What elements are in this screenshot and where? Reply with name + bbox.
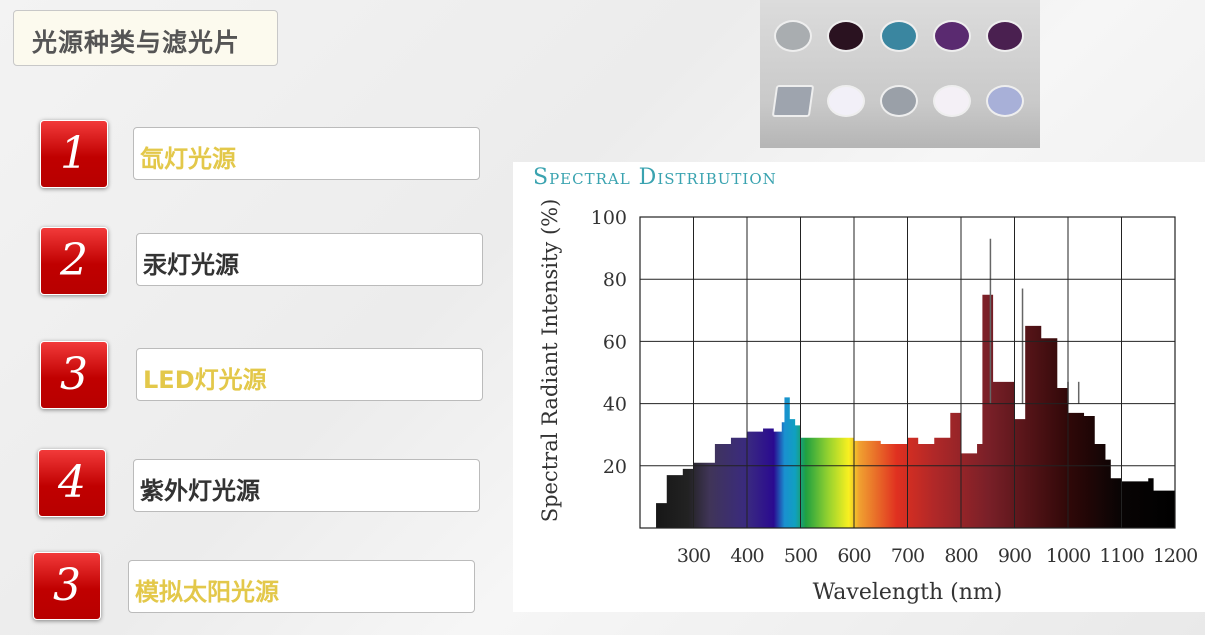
spectral-chart: 300 400 500 600 700 800 900 1000 1100 1200 20 40 60 8… bbox=[538, 199, 1198, 605]
filter-disc bbox=[933, 85, 971, 117]
filter-disc bbox=[774, 20, 812, 52]
x-tick-label: 400 bbox=[730, 545, 763, 567]
spectrum-area bbox=[640, 294, 1175, 528]
number-badge: 4 bbox=[38, 449, 106, 517]
number-badge: 3 bbox=[33, 552, 101, 620]
filter-disc bbox=[933, 20, 971, 52]
light-source-item[interactable]: LED灯光源 bbox=[136, 348, 483, 401]
y-axis-label: Spectral Radiant Intensity (%) bbox=[538, 199, 562, 523]
number-badge: 3 bbox=[40, 341, 108, 409]
light-source-item[interactable]: 模拟太阳光源 bbox=[128, 560, 475, 613]
number-badge: 2 bbox=[40, 227, 108, 295]
filter-disc bbox=[986, 20, 1024, 52]
chart-title: Spectral Distribution bbox=[533, 165, 777, 190]
y-tick-label: 40 bbox=[603, 394, 627, 416]
y-tick-label: 100 bbox=[591, 207, 627, 229]
filter-samples-image bbox=[760, 0, 1040, 148]
number-badge: 1 bbox=[40, 120, 108, 188]
x-tick-label: 300 bbox=[677, 545, 710, 567]
x-tick-label: 900 bbox=[998, 545, 1031, 567]
x-tick-label: 1200 bbox=[1153, 545, 1197, 567]
x-tick-label: 1000 bbox=[1046, 545, 1090, 567]
y-tick-label: 20 bbox=[603, 456, 627, 478]
slide-title: 光源种类与滤光片 bbox=[13, 10, 278, 66]
plot-frame bbox=[639, 216, 1176, 529]
filter-disc bbox=[771, 85, 815, 117]
x-tick-label: 800 bbox=[944, 545, 977, 567]
light-source-item[interactable]: 氙灯光源 bbox=[133, 127, 480, 180]
x-tick-label: 700 bbox=[891, 545, 924, 567]
filter-disc bbox=[880, 20, 918, 52]
x-tick-label: 500 bbox=[784, 545, 817, 567]
x-tick-label: 1100 bbox=[1099, 545, 1143, 567]
x-axis-label: Wavelength (nm) bbox=[813, 580, 1003, 605]
filter-disc bbox=[827, 20, 865, 52]
light-source-item[interactable]: 汞灯光源 bbox=[136, 233, 483, 286]
y-tick-label: 60 bbox=[603, 331, 627, 353]
filter-disc bbox=[827, 85, 865, 117]
chart-background bbox=[513, 162, 1205, 612]
filter-disc bbox=[986, 85, 1024, 117]
light-source-item[interactable]: 紫外灯光源 bbox=[133, 459, 480, 512]
x-tick-label: 600 bbox=[837, 545, 870, 567]
filter-disc bbox=[880, 85, 918, 117]
y-tick-label: 80 bbox=[603, 269, 627, 291]
